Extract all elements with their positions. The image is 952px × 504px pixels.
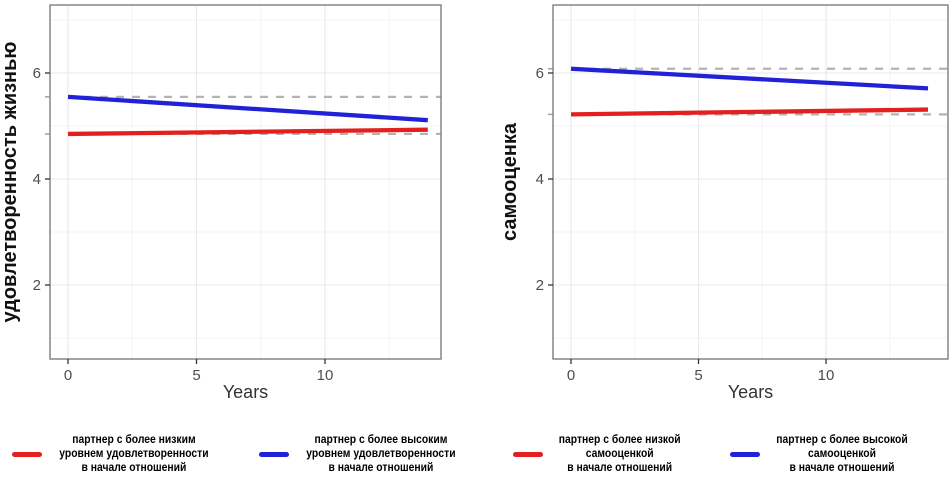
series-line-red (67, 127, 428, 137)
legend-self-esteem: партнер с более низкой самооценкой в нач… (476, 434, 952, 475)
red-line-swatch (513, 452, 544, 458)
x-tick-label: 10 (317, 367, 334, 384)
legend-text-line: в начале отношений (81, 461, 187, 474)
y-tick-label: 4 (33, 171, 41, 188)
x-tick-label: 0 (567, 367, 575, 384)
self-esteem-plot: 0 5 10 2 4 6 Years самооценка (499, 4, 949, 402)
legend-text-line: в начале отношений (328, 461, 434, 474)
legend-item-higher-self-esteem: партнер с более высокой самооценкой в на… (729, 434, 915, 475)
x-tick-label: 5 (192, 367, 200, 384)
legend-life-satisfaction: партнер с более низким уровнем удовлетво… (0, 434, 476, 475)
x-tick-label: 5 (694, 367, 702, 384)
x-axis-title: Years (728, 382, 773, 402)
legend-text-line: самооценкой (807, 447, 876, 460)
blue-line-swatch (259, 452, 289, 458)
panel-border (552, 4, 949, 360)
legend-item-lower-self-esteem: партнер с более низкой самооценкой в нач… (513, 434, 687, 475)
y-tick-label: 6 (536, 65, 544, 82)
x-tick-label: 0 (64, 367, 72, 384)
series-line-blue (67, 94, 428, 123)
legend-label-lower-self-esteem: партнер с более низкой самооценкой в нач… (559, 434, 681, 475)
legend-text-line: партнер с более низким (72, 434, 196, 446)
y-axis-title: удовлетворенность жизнью (0, 41, 21, 322)
legend-label-lower-satisfaction: партнер с более низким уровнем удовлетво… (59, 434, 208, 475)
legend-text-line: уровнем удовлетворенности (59, 447, 209, 460)
legend-text-line: партнер с более низкой (559, 434, 681, 446)
figure-self-esteem: 0 5 10 2 4 6 Years самооценка партнер с более н… (476, 0, 952, 504)
legend-text-line: в начале отношений (789, 461, 895, 474)
life-satisfaction-plot: 0 5 10 2 4 6 Years удовлетворенность жизнью (0, 4, 442, 402)
x-tick-label: 10 (818, 367, 835, 384)
legend-item-higher-satisfaction: партнер с более высоким уровнем удовлетв… (259, 434, 464, 475)
red-line-swatch (12, 452, 43, 458)
legend-item-lower-satisfaction: партнер с более низким уровнем удовлетво… (12, 434, 217, 475)
legend-text-line: уровнем удовлетворенности (306, 447, 456, 460)
legend-text-line: в начале отношений (567, 461, 673, 474)
y-tick-label: 6 (33, 65, 41, 82)
figure-life-satisfaction: 0 5 10 2 4 6 Years удовлетворенность жизнью пар… (0, 4, 476, 475)
legend-label-higher-self-esteem: партнер с более высокой самооценкой в на… (776, 434, 907, 475)
blue-line-swatch (729, 452, 760, 458)
panel-border (49, 4, 442, 360)
y-tick-label: 2 (33, 277, 41, 294)
series-line-red (570, 107, 929, 117)
legend-text-line: самооценкой (586, 447, 654, 460)
series-line-blue (570, 66, 929, 91)
y-axis-title: самооценка (499, 122, 521, 241)
y-tick-label: 2 (536, 277, 544, 294)
legend-text-line: партнер с более высоким (314, 434, 448, 446)
y-tick-label: 4 (536, 171, 544, 188)
legend-label-higher-satisfaction: партнер с более высоким уровнем удовлетв… (306, 434, 455, 475)
legend-text-line: партнер с более высокой (776, 434, 908, 446)
x-axis-title: Years (223, 382, 268, 402)
